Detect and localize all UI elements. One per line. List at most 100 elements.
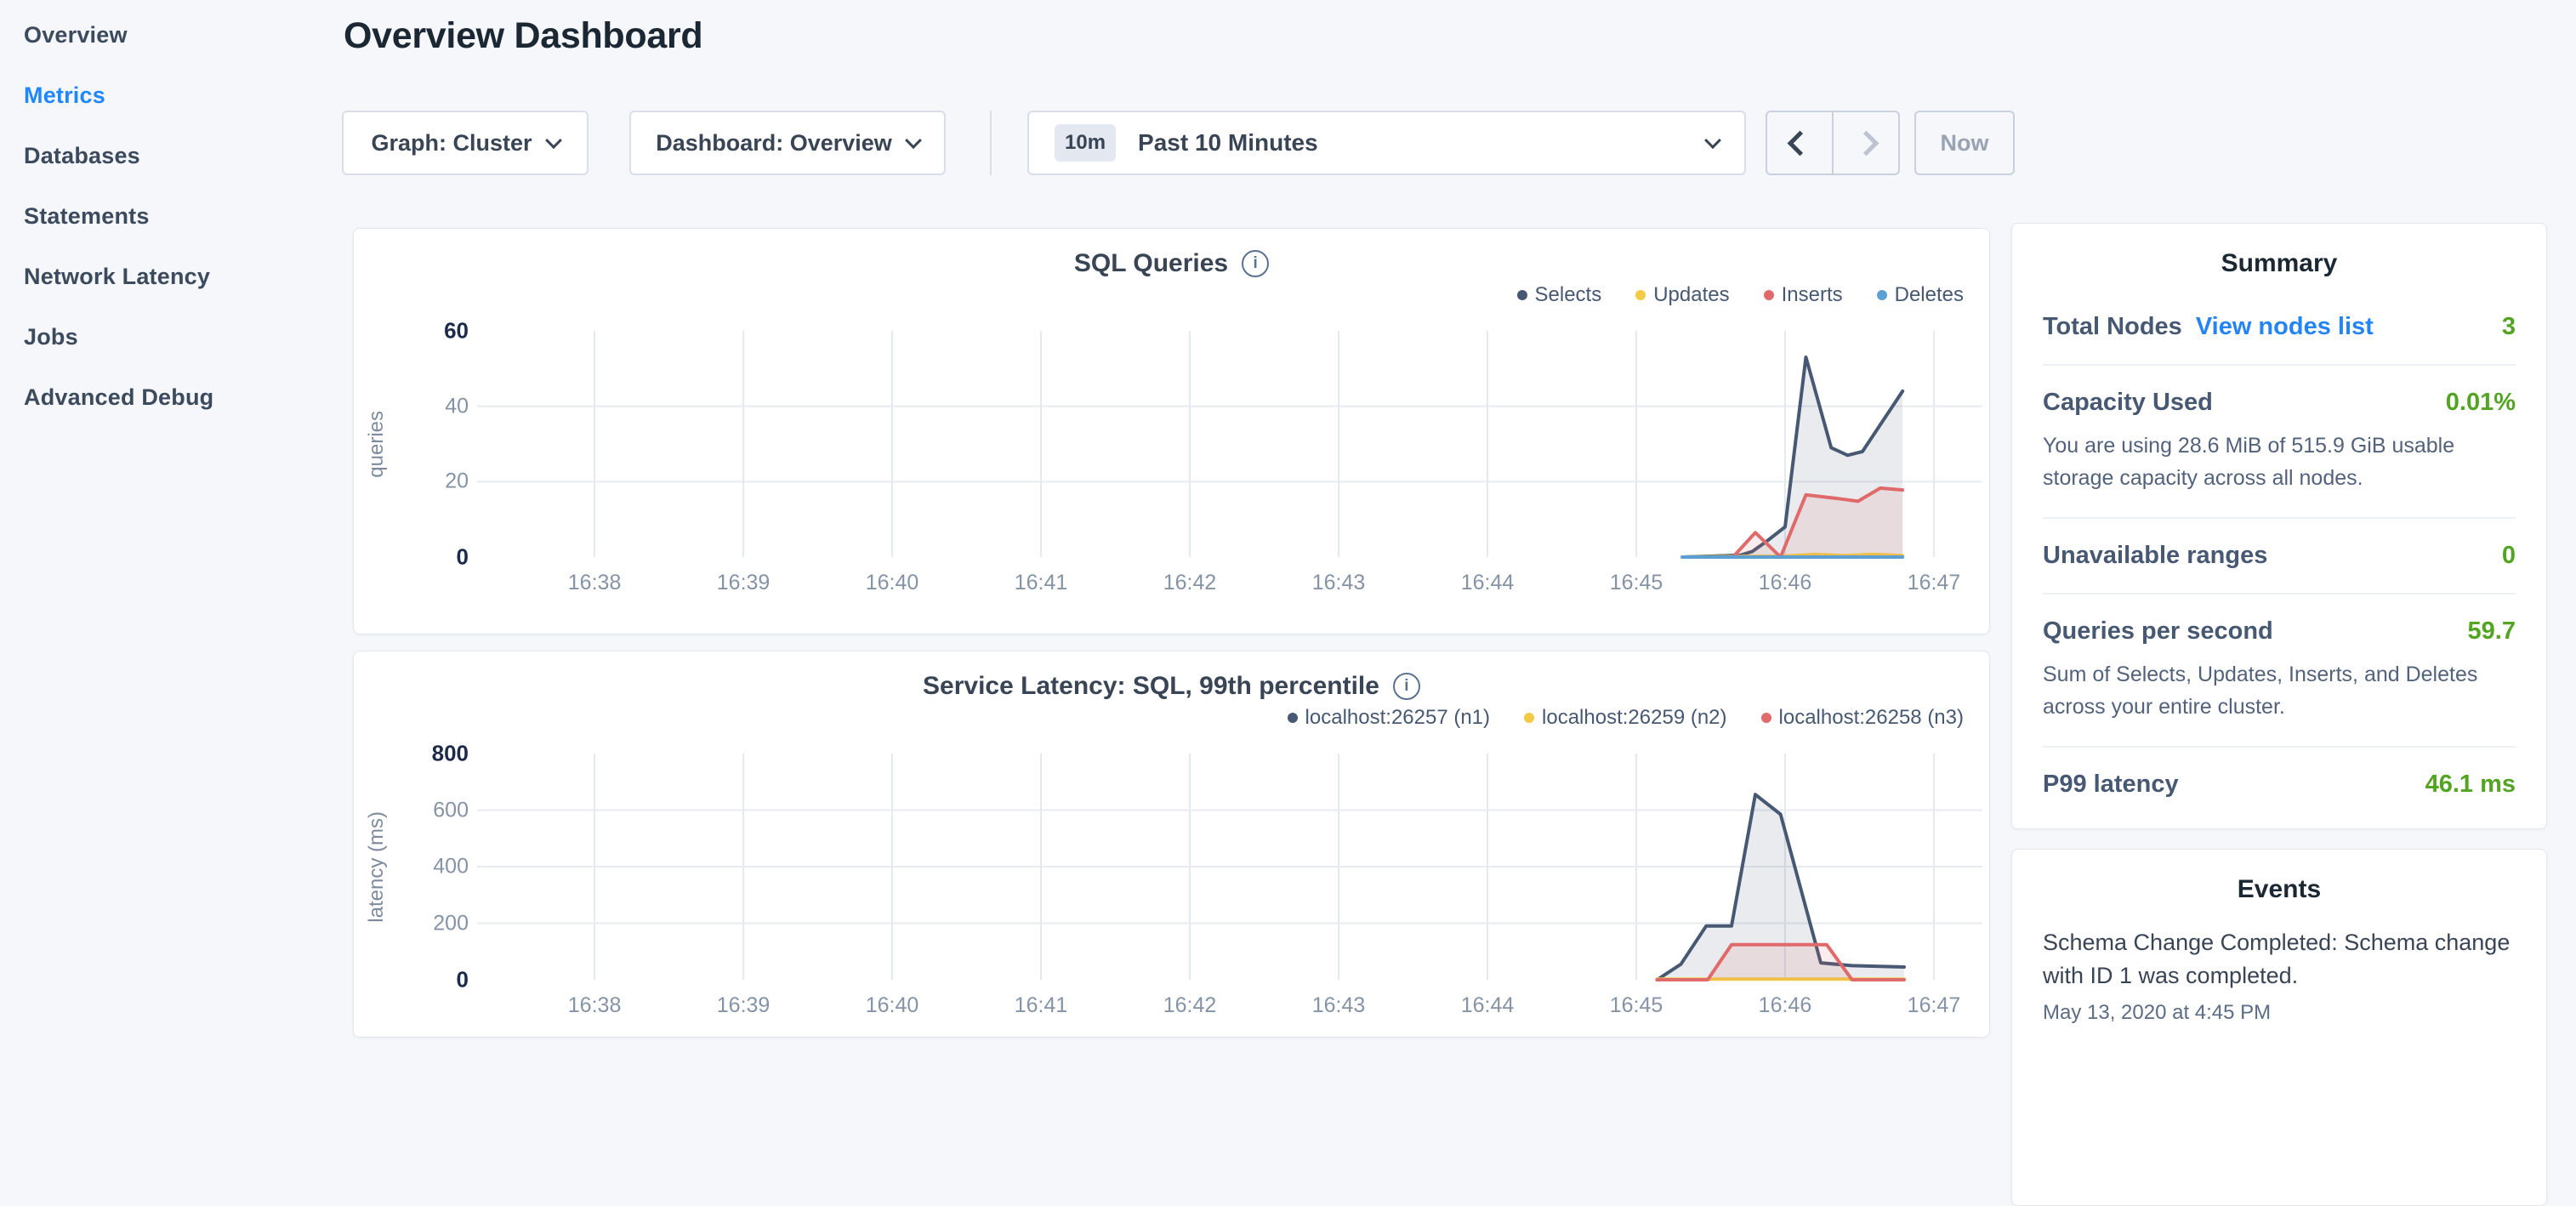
- time-next-button[interactable]: [1834, 112, 1898, 174]
- sidebar-item-jobs[interactable]: Jobs: [0, 307, 344, 367]
- chart-plot[interactable]: [477, 754, 1982, 980]
- legend-item: Deletes: [1877, 283, 1964, 307]
- y-tick-label: 0: [388, 544, 469, 571]
- legend-item: localhost:26258 (n3): [1761, 706, 1964, 730]
- x-tick-label: 16:39: [717, 571, 771, 595]
- sidebar-item-databases[interactable]: Databases: [0, 126, 344, 186]
- time-range-dropdown[interactable]: 10m Past 10 Minutes: [1027, 111, 1746, 175]
- metrics-page: OverviewMetricsDatabasesStatementsNetwor…: [0, 0, 2576, 1051]
- y-tick-label: 800: [388, 741, 469, 767]
- time-range-label: Past 10 Minutes: [1138, 129, 1707, 156]
- chevron-down-icon: [545, 132, 562, 149]
- chart-legend: SelectsUpdatesInsertsDeletes: [1517, 283, 1965, 307]
- sidebar-nav: OverviewMetricsDatabasesStatementsNetwor…: [0, 0, 344, 1056]
- x-tick-label: 16:44: [1461, 993, 1515, 1018]
- sidebar-item-overview[interactable]: Overview: [0, 5, 344, 65]
- chevron-down-icon: [1704, 132, 1721, 149]
- now-button-label: Now: [1941, 130, 1989, 156]
- x-tick-label: 16:38: [568, 993, 622, 1018]
- x-tick-label: 16:40: [866, 993, 919, 1018]
- event-timestamp: May 13, 2020 at 4:45 PM: [2043, 1001, 2516, 1025]
- service-latency-chart-card: Service Latency: SQL, 99th percentile i …: [353, 651, 1990, 1038]
- y-axis-ticks: 0200400600800: [388, 651, 469, 1037]
- x-tick-label: 16:43: [1312, 993, 1366, 1018]
- event-text: Schema Change Completed: Schema change w…: [2043, 926, 2516, 993]
- x-tick-label: 16:45: [1610, 993, 1663, 1018]
- x-tick-label: 16:43: [1312, 571, 1366, 595]
- chart-svg: [477, 331, 1982, 557]
- x-tick-label: 16:41: [1015, 993, 1068, 1018]
- summary-row-label: Unavailable ranges: [2043, 542, 2267, 570]
- legend-item: localhost:26257 (n1): [1288, 706, 1490, 730]
- sql-queries-chart-card: SQL Queries i SelectsUpdatesInsertsDelet…: [353, 228, 1990, 634]
- legend-dot-icon: [1761, 713, 1771, 723]
- events-title: Events: [2012, 850, 2546, 904]
- y-tick-label: 200: [388, 911, 469, 936]
- chart-title-row: Service Latency: SQL, 99th percentile i: [354, 672, 1989, 701]
- x-tick-label: 16:39: [717, 993, 771, 1018]
- chart-plot[interactable]: [477, 331, 1982, 557]
- x-tick-label: 16:42: [1163, 571, 1217, 595]
- summary-row: Capacity Used0.01%You are using 28.6 MiB…: [2043, 366, 2516, 519]
- summary-row-label: Total Nodes: [2043, 313, 2182, 341]
- summary-panel: Summary Total Nodes View nodes list 3 Capac…: [2011, 223, 2547, 829]
- sidebar-item-statements[interactable]: Statements: [0, 186, 344, 247]
- summary-title: Summary: [2012, 224, 2546, 278]
- legend-dot-icon: [1288, 713, 1298, 723]
- x-tick-label: 16:45: [1610, 571, 1663, 595]
- legend-dot-icon: [1764, 290, 1774, 300]
- summary-row: P99 latency 46.1 ms: [2043, 748, 2516, 822]
- chart-title: Service Latency: SQL, 99th percentile: [923, 672, 1379, 701]
- y-tick-label: 400: [388, 855, 469, 879]
- y-tick-label: 0: [388, 967, 469, 993]
- chart-title: SQL Queries: [1074, 249, 1228, 278]
- summary-rows: Total Nodes View nodes list 3 Capacity Used…: [2012, 278, 2546, 822]
- sidebar-item-network-latency[interactable]: Network Latency: [0, 247, 344, 307]
- summary-row: Total Nodes View nodes list 3: [2043, 290, 2516, 366]
- sidebar-item-advanced-debug[interactable]: Advanced Debug: [0, 367, 344, 428]
- legend-label: Deletes: [1895, 283, 1964, 307]
- info-icon[interactable]: i: [1242, 250, 1269, 277]
- dashboard-dropdown[interactable]: Dashboard: Overview: [629, 111, 946, 175]
- legend-label: localhost:26257 (n1): [1305, 706, 1490, 730]
- summary-row-value: 0: [2502, 542, 2516, 570]
- legend-label: Updates: [1653, 283, 1729, 307]
- x-tick-label: 16:38: [568, 571, 622, 595]
- time-window-badge: 10m: [1055, 124, 1116, 162]
- sidebar-item-metrics[interactable]: Metrics: [0, 65, 344, 126]
- summary-row: Unavailable ranges 0: [2043, 519, 2516, 594]
- time-pager: [1766, 111, 1900, 175]
- summary-row-value: 3: [2502, 313, 2516, 341]
- summary-row-description: You are using 28.6 MiB of 515.9 GiB usab…: [2043, 430, 2516, 494]
- event-item[interactable]: Schema Change Completed: Schema change w…: [2043, 926, 2516, 1025]
- time-prev-button[interactable]: [1767, 112, 1834, 174]
- legend-item: Inserts: [1764, 283, 1843, 307]
- x-tick-label: 16:47: [1908, 571, 1961, 595]
- graph-dropdown-label: Graph: Cluster: [371, 130, 532, 156]
- legend-dot-icon: [1877, 290, 1887, 300]
- events-list: Schema Change Completed: Schema change w…: [2012, 904, 2546, 1025]
- legend-item: localhost:26259 (n2): [1524, 706, 1726, 730]
- chevron-right-icon: [1853, 130, 1879, 156]
- summary-row-value: 46.1 ms: [2425, 771, 2516, 799]
- summary-row-value: 0.01%: [2446, 389, 2516, 417]
- y-tick-label: 40: [388, 394, 469, 418]
- legend-dot-icon: [1635, 290, 1646, 300]
- info-icon[interactable]: i: [1393, 673, 1420, 700]
- summary-row-description: Sum of Selects, Updates, Inserts, and De…: [2043, 659, 2516, 723]
- summary-row: Queries per second59.7Sum of Selects, Up…: [2043, 594, 2516, 748]
- x-tick-label: 16:46: [1759, 571, 1812, 595]
- y-tick-label: 20: [388, 469, 469, 494]
- x-tick-label: 16:44: [1461, 571, 1515, 595]
- x-tick-label: 16:41: [1015, 571, 1068, 595]
- page-title: Overview Dashboard: [344, 15, 702, 57]
- x-tick-label: 16:40: [866, 571, 919, 595]
- chart-svg: [477, 754, 1982, 980]
- summary-row-label: P99 latency: [2043, 771, 2179, 799]
- chevron-left-icon: [1787, 130, 1812, 156]
- summary-row-value: 59.7: [2468, 617, 2516, 646]
- view-nodes-list-link[interactable]: View nodes list: [2196, 313, 2374, 341]
- y-tick-label: 60: [388, 318, 469, 344]
- graph-dropdown[interactable]: Graph: Cluster: [342, 111, 589, 175]
- now-button[interactable]: Now: [1914, 111, 2015, 175]
